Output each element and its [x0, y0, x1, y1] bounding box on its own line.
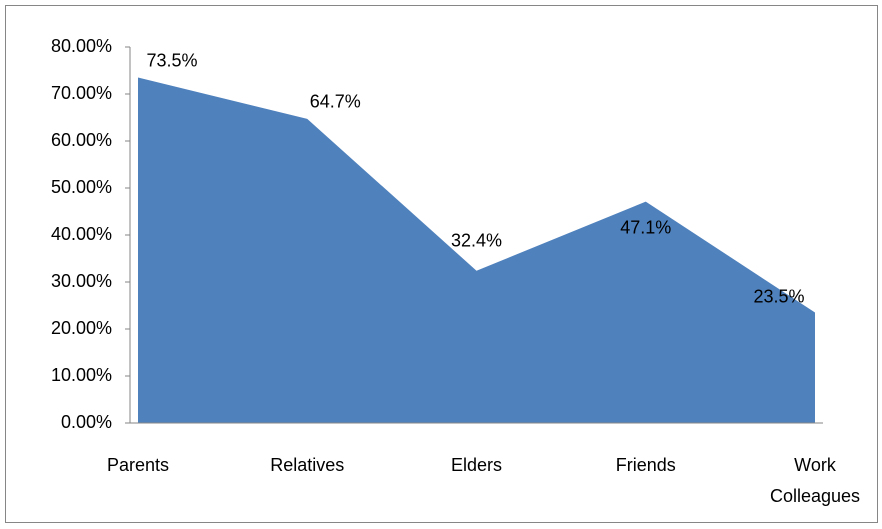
data-label: 64.7%: [310, 92, 361, 112]
y-tick-label: 80.00%: [51, 36, 112, 56]
y-tick-label: 40.00%: [51, 224, 112, 244]
x-tick-label: Parents: [106, 455, 170, 475]
data-label: 73.5%: [146, 50, 197, 70]
data-label: 32.4%: [451, 230, 502, 250]
data-label: 47.1%: [620, 217, 671, 237]
area: [138, 77, 815, 424]
x-tick-label: Friends: [615, 455, 676, 475]
y-tick-label: 20.00%: [51, 318, 112, 338]
x-tick-label: Relatives: [270, 455, 345, 475]
y-tick-label: 0.00%: [61, 412, 112, 432]
x-tick-label: Work Colleagues: [769, 455, 861, 506]
data-label: 23.5%: [753, 286, 804, 306]
y-tick-label: 50.00%: [51, 177, 112, 197]
y-tick-label: 30.00%: [51, 271, 112, 291]
y-tick-label: 70.00%: [51, 83, 112, 103]
y-tick-label: 60.00%: [51, 130, 112, 150]
y-tick-label: 10.00%: [51, 365, 112, 385]
x-tick-label: Elders: [450, 455, 503, 475]
